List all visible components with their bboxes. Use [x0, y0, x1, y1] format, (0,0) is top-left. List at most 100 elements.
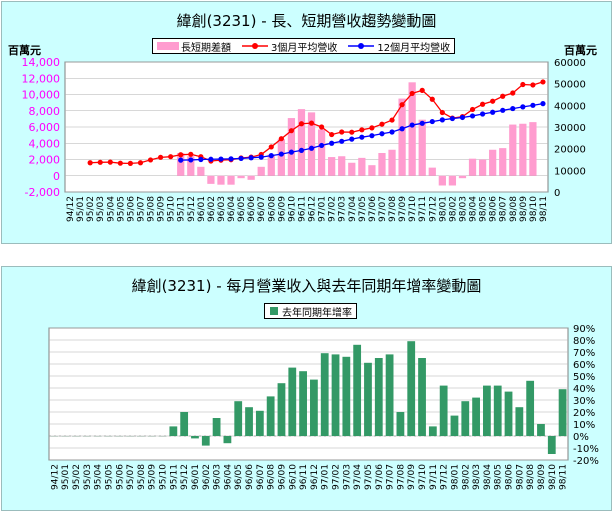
chart2-category-label: 97/12	[440, 464, 450, 490]
chart2-bar	[288, 367, 297, 436]
chart2-category-label: 96/08	[267, 464, 277, 490]
chart1-left-axis-label: 百萬元	[8, 44, 41, 57]
chart1-line-point	[117, 160, 123, 166]
chart1-bar	[358, 157, 366, 176]
chart1-left-tick-label: 6,000	[29, 121, 61, 134]
chart1-bar	[348, 162, 356, 176]
chart1-bar	[418, 119, 426, 176]
chart1-right-axis-label: 百萬元	[564, 44, 597, 57]
chart1-bar	[428, 167, 436, 176]
chart1-line-point	[298, 121, 305, 127]
chart1-line-point	[168, 154, 174, 160]
chart2-category-label: 98/05	[494, 464, 504, 490]
chart2-right-tick-label: 50%	[573, 372, 595, 383]
chart1-category-label: 98/08	[509, 196, 519, 222]
chart1-line-point	[490, 98, 496, 104]
chart1-bar	[468, 158, 477, 176]
legend-item-yoy: 去年同期年增率	[269, 304, 352, 319]
legend-label-yoy: 去年同期年增率	[282, 307, 352, 319]
chart2-plot-area	[48, 327, 569, 461]
chart2-bar	[277, 383, 286, 436]
chart1-line-point	[329, 140, 335, 146]
chart1-bar	[307, 112, 316, 176]
chart1-bar	[448, 175, 457, 186]
chart1-category-label: 97/11	[418, 196, 428, 222]
chart2-category-label: 98/04	[483, 464, 493, 490]
chart2-category-label: 98/11	[559, 464, 569, 490]
chart1-line-point	[288, 128, 295, 134]
chart2-category-label: 96/10	[288, 464, 298, 490]
chart2-category-label: 98/10	[548, 464, 558, 490]
chart2-right-tick-label: 60%	[573, 360, 595, 371]
chart1-category-label: 95/06	[126, 196, 136, 222]
chart1-right-tick-label: 30000	[554, 123, 586, 134]
chart1-line-point	[409, 122, 415, 128]
chart2-right-tick-label: 80%	[573, 336, 595, 347]
chart2-bar	[472, 397, 480, 436]
chart2-category-label: 98/07	[515, 464, 525, 490]
chart2-category-label: 97/04	[353, 464, 363, 490]
chart1-bar	[338, 156, 346, 176]
chart2-bar	[223, 436, 232, 444]
chart1-line-point	[278, 151, 284, 157]
chart1-bar	[489, 149, 497, 176]
chart1-line-point	[308, 120, 315, 126]
chart1-bar	[317, 129, 326, 176]
chart2-bar	[342, 356, 351, 436]
chart1-category-label: 96/10	[287, 196, 297, 222]
chart1-line-point	[510, 90, 516, 96]
chart2-bar	[428, 426, 437, 436]
chart1-right-tick-label: 50000	[554, 80, 586, 91]
chart1-line-point	[318, 142, 325, 149]
chart2-bar	[418, 358, 426, 436]
chart1-category-label: 95/12	[187, 196, 197, 222]
chart2-bar	[115, 436, 124, 437]
chart1-line-point	[379, 131, 385, 137]
chart1-category-label: 98/11	[539, 196, 549, 222]
chart2-category-label: 95/11	[169, 464, 179, 490]
chart1-category-label: 96/08	[267, 196, 277, 222]
chart2-bar	[126, 436, 134, 437]
legend-label-avg3: 3個月平均營收	[271, 42, 338, 54]
chart2-right-tick-label: 70%	[573, 348, 595, 359]
chart1-line-point	[318, 124, 325, 130]
chart1-line-point	[469, 113, 476, 119]
chart2-bar	[299, 371, 307, 436]
chart2-category-label: 96/06	[245, 464, 255, 490]
chart2-legend: 去年同期年增率	[264, 303, 357, 319]
chart1-category-label: 95/01	[76, 196, 86, 222]
legend-item-avg12: 12個月平均營收	[347, 39, 450, 54]
chart2-category-label: 95/04	[94, 464, 104, 490]
chart1-bar	[207, 175, 215, 184]
chart1-category-label: 95/09	[157, 196, 167, 222]
chart1-category-label: 95/02	[86, 196, 96, 222]
chart1-bar	[438, 175, 446, 186]
chart1-category-label: 96/06	[247, 196, 257, 222]
chart1-category-label: 97/12	[428, 196, 438, 222]
chart1-line-point	[268, 144, 274, 150]
chart1-right-tick-label: 60000	[554, 58, 586, 69]
chart1-line-point	[107, 159, 113, 165]
chart1-line-point	[349, 136, 355, 142]
chart2-bar	[266, 396, 275, 436]
chart2-right-tick-label: 0%	[573, 432, 589, 443]
chart1-right-tick-label: 10000	[554, 166, 586, 177]
chart1-line-point	[520, 81, 526, 88]
chart1-line-point	[419, 87, 425, 93]
chart1-line-point	[339, 129, 345, 135]
chart2-bar	[515, 407, 524, 436]
chart1-category-label: 98/03	[458, 196, 468, 222]
chart2-category-label: 94/12	[50, 464, 60, 490]
chart1-right-tick-label: 40000	[554, 101, 586, 112]
chart2-bar	[526, 380, 535, 436]
chart1-line-point	[238, 155, 244, 162]
chart2-bar	[255, 410, 264, 436]
chart1-category-label: 95/03	[96, 196, 106, 222]
chart1-line-point	[399, 126, 405, 132]
chart1-category-label: 98/10	[529, 196, 539, 222]
chart2-category-label: 95/05	[104, 464, 114, 490]
chart2-category-label: 97/05	[364, 464, 374, 490]
chart1-category-label: 96/07	[257, 196, 267, 222]
chart2-bar	[504, 391, 513, 436]
chart1-bar	[297, 109, 306, 176]
